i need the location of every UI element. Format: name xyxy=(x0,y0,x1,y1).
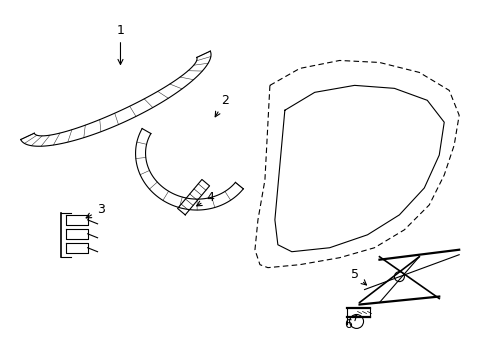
Text: 4: 4 xyxy=(196,192,214,206)
Text: 6: 6 xyxy=(343,315,356,331)
Text: 1: 1 xyxy=(116,24,124,64)
Text: 3: 3 xyxy=(86,203,104,218)
Text: 2: 2 xyxy=(215,94,228,117)
Text: 5: 5 xyxy=(350,268,366,285)
